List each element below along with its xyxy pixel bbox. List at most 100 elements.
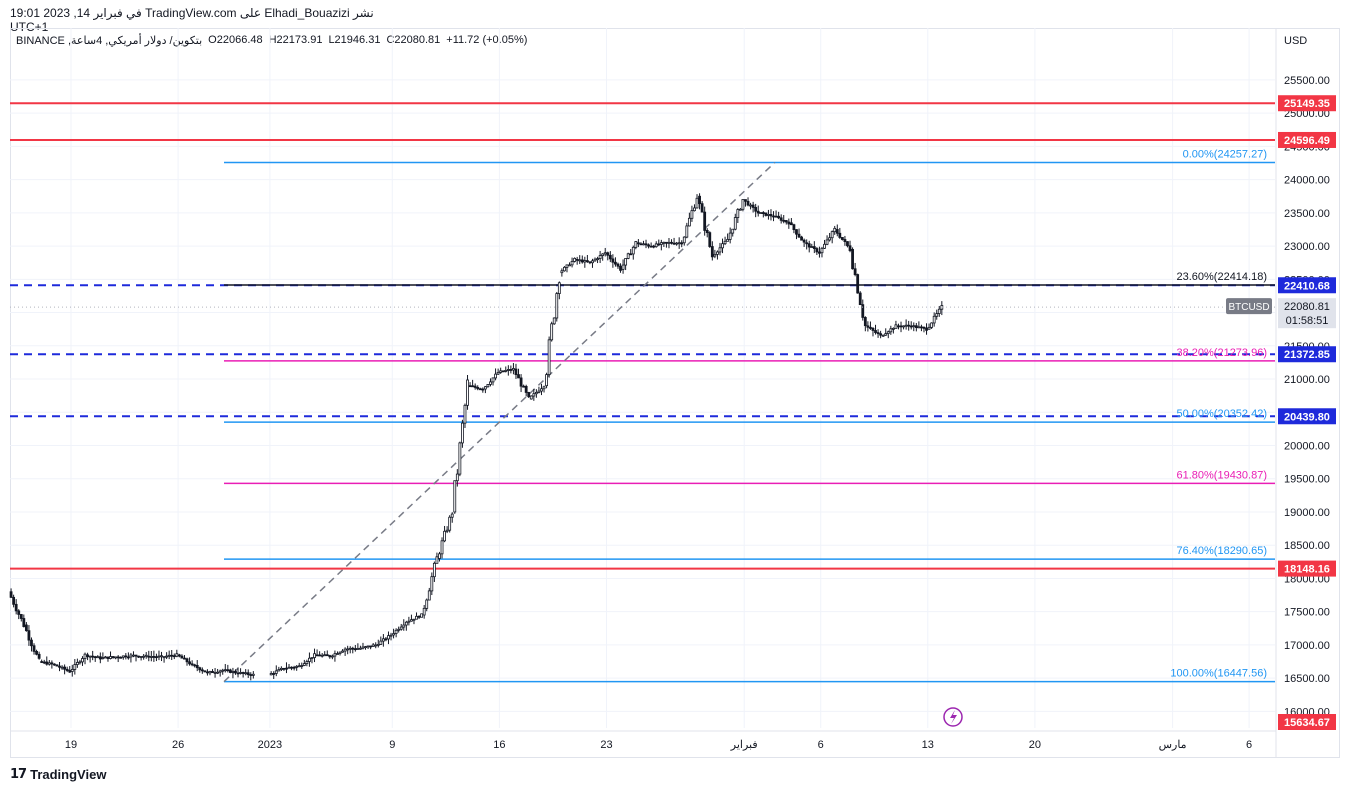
candle-body	[647, 244, 650, 247]
price-tag-label: 15634.67	[1284, 717, 1330, 729]
candle-body	[152, 656, 156, 658]
candle-body	[22, 618, 26, 627]
candle-body	[121, 655, 125, 658]
candle-body	[134, 654, 138, 657]
candle-body	[50, 662, 54, 665]
candle-body	[397, 628, 401, 631]
candle-body	[12, 596, 16, 605]
candle-body	[726, 239, 730, 242]
chart-frame[interactable]	[10, 28, 1340, 758]
candle-body	[517, 374, 520, 379]
candle-body	[886, 331, 890, 334]
candle-body	[930, 322, 934, 328]
candle-body	[532, 393, 536, 397]
candle-body	[550, 323, 554, 341]
candle-body	[925, 327, 928, 331]
candle-body	[137, 655, 140, 658]
candle-body	[183, 657, 186, 660]
candle-body	[30, 639, 33, 647]
candle-body	[802, 239, 806, 243]
candle-body	[244, 672, 248, 675]
candle-body	[904, 324, 908, 327]
candle-body	[78, 661, 82, 664]
candle-body	[662, 241, 666, 244]
candle-body	[336, 653, 339, 655]
candle-body	[672, 242, 676, 245]
candle-body	[514, 368, 518, 376]
candle-body	[759, 212, 763, 214]
candle-body	[478, 388, 482, 391]
time-axis: 19 26 2023 9 16 23 فبراير 6 13 20 مارس 6	[65, 739, 1252, 751]
candle-body	[560, 270, 564, 274]
candle-body	[93, 656, 97, 659]
candle-timer-label: 01:58:51	[1286, 315, 1329, 327]
candle-body	[14, 603, 18, 612]
candle-body	[404, 621, 408, 626]
candle-body	[636, 242, 640, 245]
candle-body	[341, 650, 344, 653]
candle-body	[693, 207, 696, 212]
candle-body	[810, 246, 814, 248]
candle-body	[820, 247, 824, 254]
candle-body	[399, 626, 403, 630]
candle-body	[624, 258, 628, 266]
candle-body	[195, 664, 199, 669]
lightning-bolt-icon	[950, 710, 957, 724]
candle-body	[435, 556, 439, 564]
ohlc-change: +11.72 (+0.05%)	[446, 34, 528, 46]
candle-body	[234, 671, 237, 674]
candle-body	[537, 390, 541, 393]
candle-body	[142, 655, 146, 658]
candle-body	[764, 212, 768, 216]
candle-body	[249, 674, 253, 676]
candle-body	[440, 540, 444, 555]
fib-level-label: 100.00%(16447.56)	[1170, 668, 1267, 680]
candle-body	[155, 656, 158, 659]
candle-body	[812, 246, 816, 249]
candle-body	[583, 260, 587, 263]
candle-body	[427, 590, 431, 601]
candle-body	[216, 671, 220, 674]
candle-body	[649, 245, 653, 248]
candle-body	[445, 529, 449, 532]
candle-body	[330, 655, 334, 658]
symbol-name[interactable]: بتكوين/ دولار أمريكي, 4ساعة, BINANCE	[16, 35, 203, 47]
candle-body	[534, 391, 538, 395]
candle-body	[598, 255, 602, 259]
candle-body	[361, 646, 365, 649]
candle-body	[767, 214, 770, 216]
candle-body	[575, 258, 579, 261]
candle-body	[453, 480, 457, 513]
candle-body	[772, 215, 775, 218]
candle-body	[570, 261, 574, 266]
candle-body	[700, 203, 704, 213]
candle-body	[585, 260, 589, 263]
candle-body	[563, 266, 566, 272]
candle-body	[611, 258, 615, 263]
candle-body	[677, 242, 681, 245]
candle-body	[315, 654, 319, 657]
candle-body	[162, 656, 166, 659]
candle-body	[784, 220, 788, 223]
candle-body	[698, 195, 701, 205]
candle-body	[861, 304, 865, 318]
candle-body	[300, 665, 304, 667]
price-tag-box	[1278, 408, 1336, 425]
tradingview-logo-icon: 17	[10, 767, 27, 782]
candle-body	[557, 282, 561, 294]
candle-body	[552, 317, 556, 325]
time-tick-label: 9	[389, 739, 395, 751]
candle-body	[657, 243, 661, 246]
candle-body	[680, 242, 684, 245]
fib-level-label: 38.20%(21273.96)	[1176, 347, 1267, 359]
candle-body	[198, 667, 202, 671]
candle-body	[828, 237, 832, 241]
candle-body	[124, 655, 128, 658]
candle-body	[489, 381, 492, 385]
candle-body	[733, 217, 737, 230]
candle-body	[356, 648, 360, 650]
candle-body	[907, 324, 911, 327]
candle-body	[621, 264, 625, 270]
price-tag-box	[1278, 131, 1336, 148]
